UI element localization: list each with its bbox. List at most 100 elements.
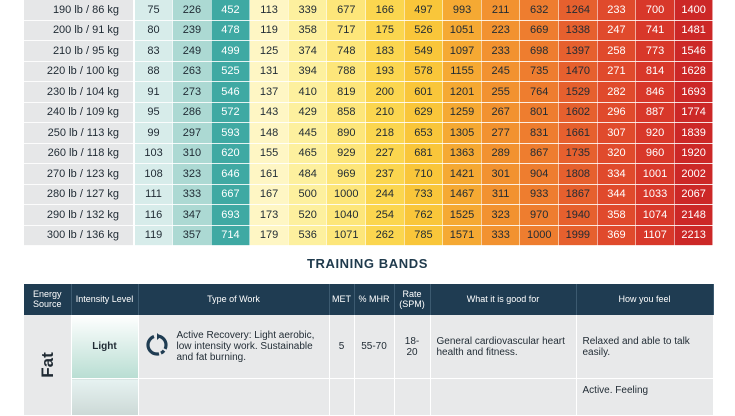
value-cell: 239 (172, 20, 212, 41)
weight-label: 290 lb / 132 kg (24, 204, 135, 226)
value-cell: 593 (211, 122, 251, 144)
value-cell: 1074 (635, 204, 675, 226)
weight-row: 210 lb / 95 kg 83 249 499 125 374 748 183 549 109… (24, 40, 714, 62)
value-cell: 227 (365, 143, 405, 164)
band-row: Fat Light Active Recovery: Light aerob (24, 315, 714, 416)
value-cell: 733 (404, 184, 444, 205)
value-cell: 741 (635, 20, 675, 41)
mhr-value: 55-70 (354, 315, 395, 379)
value-cell: 374 (288, 40, 328, 62)
value-cell: 2148 (674, 204, 714, 226)
value-cell: 831 (519, 122, 560, 144)
type-of-work-text: Active Recovery: Light aerobic, low inte… (176, 330, 315, 363)
value-cell: 681 (404, 143, 444, 164)
value-cell: 1338 (558, 20, 598, 41)
value-cell: 103 (134, 143, 174, 164)
value-cell: 323 (481, 204, 521, 226)
value-cell: 1839 (674, 122, 714, 144)
good-for-text (430, 378, 577, 416)
weight-label: 230 lb / 104 kg (24, 81, 135, 103)
met-value (329, 378, 355, 416)
value-cell: 1071 (326, 225, 367, 246)
value-cell: 131 (249, 61, 289, 82)
weight-label: 220 lb / 100 kg (24, 61, 135, 82)
value-cell: 846 (635, 81, 675, 103)
value-cell: 499 (211, 40, 251, 62)
value-cell: 148 (249, 122, 289, 144)
value-cell: 677 (326, 0, 367, 21)
weight-row: 260 lb / 118 kg 103 310 620 155 465 929 227 681 1… (24, 143, 714, 164)
weight-row: 240 lb / 109 kg 95 286 572 143 429 858 210 629 12… (24, 102, 714, 123)
value-cell: 526 (404, 20, 444, 41)
header-feel: How you feel (576, 284, 714, 315)
value-cell: 173 (249, 204, 289, 226)
value-cell: 334 (597, 163, 637, 185)
value-cell: 1661 (558, 122, 598, 144)
value-cell: 546 (211, 81, 251, 103)
value-cell: 867 (519, 143, 560, 164)
value-cell: 1808 (558, 163, 598, 185)
value-cell: 572 (211, 102, 251, 123)
value-cell: 347 (172, 204, 212, 226)
value-cell: 1774 (674, 102, 714, 123)
value-cell: 99 (134, 122, 174, 144)
value-cell: 1735 (558, 143, 598, 164)
value-cell: 1259 (442, 102, 482, 123)
value-cell: 710 (404, 163, 444, 185)
value-cell: 119 (249, 20, 289, 41)
value-cell: 193 (365, 61, 405, 82)
value-cell: 1040 (326, 204, 367, 226)
value-cell: 1421 (442, 163, 482, 185)
value-cell: 1000 (519, 225, 560, 246)
calorie-table: 190 lb / 86 kg 75 226 452 113 339 677 166 497 993… (24, 0, 714, 246)
value-cell: 218 (365, 122, 405, 144)
value-cell: 1940 (558, 204, 598, 226)
value-cell: 693 (211, 204, 251, 226)
section-title: TRAINING BANDS (306, 256, 429, 271)
value-cell: 717 (326, 20, 367, 41)
rate-value (394, 378, 431, 416)
value-cell: 1999 (558, 225, 598, 246)
value-cell: 890 (326, 122, 367, 144)
value-cell: 233 (597, 0, 637, 21)
value-cell: 394 (288, 61, 328, 82)
value-cell: 887 (635, 102, 675, 123)
value-cell: 233 (481, 40, 521, 62)
value-cell: 358 (597, 204, 637, 226)
value-cell: 970 (519, 204, 560, 226)
value-cell: 993 (442, 0, 482, 21)
value-cell: 452 (211, 0, 251, 21)
value-cell: 223 (481, 20, 521, 41)
value-cell: 357 (172, 225, 212, 246)
value-cell: 75 (134, 0, 174, 21)
weight-row: 220 lb / 100 kg 88 263 525 131 394 788 193 578 11… (24, 61, 714, 82)
value-cell: 429 (288, 102, 328, 123)
weight-label: 210 lb / 95 kg (24, 40, 135, 62)
value-cell: 858 (326, 102, 367, 123)
type-of-work-cell: Active Recovery: Light aerobic, low inte… (138, 315, 330, 379)
value-cell: 497 (404, 0, 444, 21)
value-cell: 520 (288, 204, 328, 226)
weight-row: 230 lb / 104 kg 91 273 546 137 410 819 200 601 12… (24, 81, 714, 103)
value-cell: 960 (635, 143, 675, 164)
value-cell: 601 (404, 81, 444, 103)
value-cell: 263 (172, 61, 212, 82)
value-cell: 1546 (674, 40, 714, 62)
value-cell: 1155 (442, 61, 482, 82)
weight-row: 200 lb / 91 kg 80 239 478 119 358 717 175 526 105… (24, 20, 714, 41)
header-met: MET (329, 284, 355, 315)
value-cell: 764 (519, 81, 560, 103)
value-cell: 1097 (442, 40, 482, 62)
weight-label: 300 lb / 136 kg (24, 225, 135, 246)
value-cell: 200 (365, 81, 405, 103)
value-cell: 410 (288, 81, 328, 103)
value-cell: 323 (172, 163, 212, 185)
value-cell: 714 (211, 225, 251, 246)
value-cell: 929 (326, 143, 367, 164)
value-cell: 113 (249, 0, 289, 21)
weight-label: 260 lb / 118 kg (24, 143, 135, 164)
type-of-work-cell (138, 378, 330, 416)
value-cell: 1602 (558, 102, 598, 123)
value-cell: 358 (288, 20, 328, 41)
value-cell: 369 (597, 225, 637, 246)
